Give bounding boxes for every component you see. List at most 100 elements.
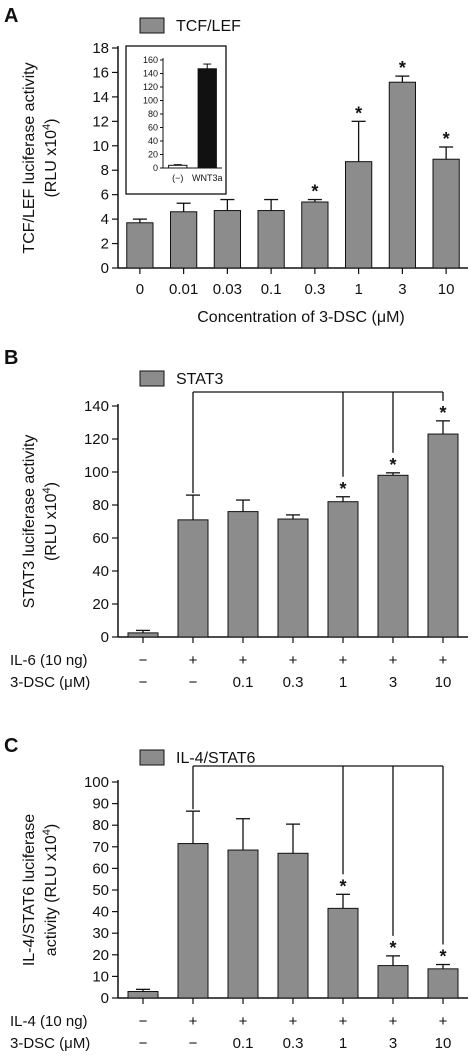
inset-y-tick-label: 120 [143, 82, 158, 92]
y-axis-title: IL-4/STAT6 luciferase activity (RLU x104) [21, 814, 60, 966]
y-tick-label: 18 [92, 40, 109, 57]
x-tick-label: 0 [136, 281, 144, 298]
y-tick-label: 0 [101, 260, 109, 277]
significance-star: * [355, 103, 362, 123]
x-tick-label: 0.1 [261, 281, 282, 298]
bar [127, 632, 159, 638]
y-tick-label: 2 [101, 236, 109, 253]
y-tick-label: 80 [92, 817, 109, 834]
row1-label: IL-6 (10 ng) [10, 652, 88, 669]
legend-swatch [139, 17, 165, 34]
row2-value: 1 [339, 1035, 347, 1052]
significance-star: * [311, 182, 318, 202]
bar [227, 849, 259, 999]
inset-x-tick-label: WNT3a [192, 173, 223, 183]
inset-y-tick-label: 60 [148, 123, 158, 133]
y-tick-label: 100 [84, 464, 109, 481]
y-axis-title-superscript: 4 [41, 487, 53, 493]
y-axis-title-line2: activity (RLU x104) [41, 824, 60, 956]
bar [377, 965, 409, 999]
row2-value: 1 [339, 674, 347, 691]
bar [277, 852, 309, 999]
bar [427, 433, 459, 638]
y-axis-title: TCF/LEF luciferase activity (RLU x104) [21, 62, 60, 253]
y-tick-label: 40 [92, 904, 109, 921]
y-tick-label: 20 [92, 947, 109, 964]
y-tick-label: 100 [84, 774, 109, 791]
inset-y-tick-label: 0 [153, 163, 158, 173]
y-tick-label: 6 [101, 187, 109, 204]
row1-value: + [439, 1013, 448, 1030]
y-tick-label: 140 [84, 398, 109, 415]
bar [213, 210, 241, 269]
row1-value: + [389, 1013, 398, 1030]
row1-value: − [139, 652, 148, 669]
row2-value: − [189, 674, 198, 691]
y-tick-label: 14 [92, 89, 109, 106]
bar [170, 211, 198, 269]
y-axis-title-line1: IL-4/STAT6 luciferase [21, 814, 38, 966]
bar [377, 474, 409, 638]
y-tick-label: 90 [92, 796, 109, 813]
inset-x-tick-label: (−) [172, 173, 183, 183]
significance-star: * [339, 876, 346, 896]
y-tick-label: 8 [101, 162, 109, 179]
bar [257, 210, 285, 269]
y-axis-title-end: ) [43, 824, 60, 829]
row1-value: + [389, 652, 398, 669]
bar [177, 519, 209, 638]
y-tick-label: 4 [101, 211, 109, 228]
y-axis-title-text: activity (RLU x10 [43, 835, 60, 956]
y-axis-title-end: ) [43, 118, 60, 123]
x-tick-label: 0.3 [304, 281, 325, 298]
y-tick-label: 40 [92, 563, 109, 580]
bar [432, 158, 460, 269]
bar [177, 843, 209, 999]
row1-value: + [439, 652, 448, 669]
row2-value: 0.3 [283, 1035, 304, 1052]
inset-y-tick-label: 40 [148, 136, 158, 146]
legend-swatch [139, 749, 165, 766]
legend-label: TCF/LEF [176, 18, 241, 35]
bar [345, 161, 373, 269]
inset-y-tick-label: 20 [148, 150, 158, 160]
significance-star: * [439, 403, 446, 423]
row1-value: + [189, 1013, 198, 1030]
bar [127, 991, 159, 999]
inset-bar [197, 68, 217, 169]
y-axis-title-line2: (RLU x104) [41, 118, 60, 197]
y-tick-label: 0 [101, 990, 109, 1007]
row2-value: − [139, 1035, 148, 1052]
panel-letter: A [4, 5, 18, 27]
bar [427, 968, 459, 999]
significance-star: * [439, 947, 446, 967]
bar [126, 222, 154, 269]
y-tick-label: 12 [92, 113, 109, 130]
x-tick-label: 0.03 [213, 281, 242, 298]
bar [301, 201, 329, 269]
inset-bar [168, 164, 188, 169]
y-axis-title-superscript: 4 [41, 829, 53, 835]
y-axis-title-line1: STAT3 luciferase activity [21, 435, 38, 609]
row2-value: 0.1 [233, 1035, 254, 1052]
significance-star: * [389, 455, 396, 475]
legend-label: IL-4/STAT6 [176, 750, 256, 767]
y-tick-label: 30 [92, 925, 109, 942]
y-tick-label: 10 [92, 968, 109, 985]
y-tick-label: 0 [101, 629, 109, 646]
significance-star: * [389, 938, 396, 958]
y-tick-label: 60 [92, 860, 109, 877]
y-axis-title-line2: (RLU x104) [41, 482, 60, 561]
row1-value: − [139, 1013, 148, 1030]
row1-value: + [289, 1013, 298, 1030]
row1-value: + [239, 652, 248, 669]
row2-label: 3-DSC (μM) [10, 1035, 90, 1052]
inset-y-tick-label: 140 [143, 69, 158, 79]
y-tick-label: 60 [92, 530, 109, 547]
row2-value: 0.1 [233, 674, 254, 691]
y-tick-label: 16 [92, 64, 109, 81]
row2-value: 3 [389, 1035, 397, 1052]
y-tick-label: 120 [84, 431, 109, 448]
y-axis-title-superscript: 4 [41, 124, 53, 130]
x-tick-label: 1 [354, 281, 362, 298]
